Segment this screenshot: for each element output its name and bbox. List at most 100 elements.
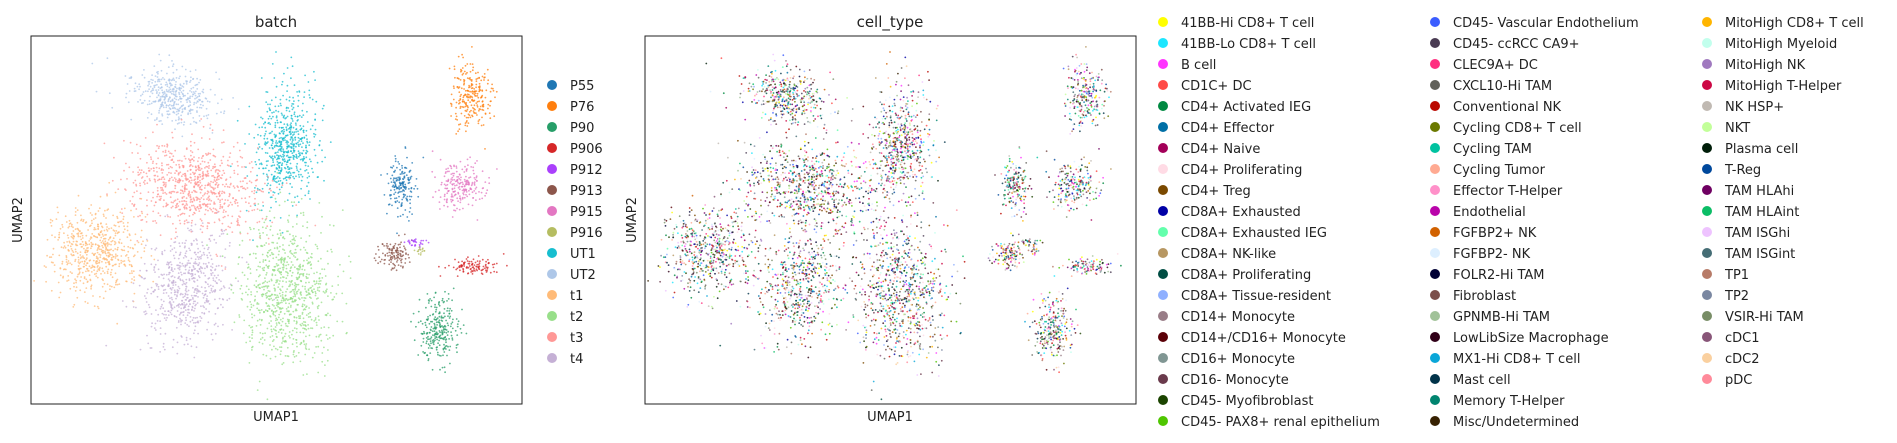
batch-point-2128 — [101, 260, 103, 263]
batch-point-3762 — [280, 350, 282, 353]
batch-point-3558 — [266, 234, 268, 236]
batch-point-2224 — [56, 206, 59, 209]
batch-point-3931 — [466, 125, 469, 127]
batch-point-4503 — [456, 176, 458, 178]
batch-point-1271 — [169, 177, 171, 180]
batch-point-2386 — [58, 231, 61, 234]
batch-point-2965 — [217, 274, 220, 277]
batch-point-15 — [151, 82, 154, 84]
batch-point-737 — [311, 167, 313, 170]
batch-point-2382 — [99, 195, 102, 198]
batch-point-1738 — [158, 198, 161, 201]
batch-point-3386 — [230, 288, 233, 291]
batch-point-2600 — [201, 241, 204, 244]
batch-point-4442 — [438, 201, 441, 204]
batch-point-2445 — [176, 310, 179, 312]
batch-point-1309 — [220, 177, 223, 180]
batch-point-2586 — [193, 268, 196, 271]
batch-point-4173 — [397, 161, 400, 163]
batch-point-4318 — [451, 172, 454, 175]
batch-point-4813 — [417, 354, 420, 356]
batch-point-4494 — [465, 168, 468, 171]
batch-point-4158 — [411, 162, 414, 164]
batch-point-1673 — [172, 201, 175, 204]
batch-point-3577 — [325, 283, 327, 286]
batch-point-4896 — [441, 325, 443, 327]
batch-point-4642 — [468, 265, 471, 267]
batch-point-335 — [186, 97, 189, 100]
batch-point-3080 — [259, 283, 261, 286]
batch-point-917 — [274, 170, 276, 173]
batch-point-3699 — [254, 295, 256, 298]
batch-point-3928 — [460, 87, 463, 90]
batch-point-3013 — [217, 325, 219, 328]
batch-point-3441 — [285, 302, 287, 305]
batch-point-3837 — [267, 267, 270, 269]
batch-point-208 — [203, 115, 205, 118]
batch-point-2964 — [180, 292, 182, 295]
batch-point-1409 — [213, 221, 216, 224]
batch-point-2884 — [220, 233, 223, 235]
batch-point-4549 — [385, 245, 388, 247]
batch-point-4437 — [457, 192, 460, 195]
batch-point-1779 — [201, 184, 203, 187]
batch-point-849 — [301, 158, 304, 160]
batch-point-1143 — [131, 203, 134, 205]
batch-point-1384 — [217, 172, 219, 175]
batch-point-3045 — [323, 346, 325, 349]
batch-point-3029 — [266, 254, 268, 257]
batch-point-4375 — [468, 183, 470, 186]
batch-point-1775 — [219, 194, 221, 197]
batch-point-431 — [289, 124, 292, 126]
batch-point-868 — [293, 149, 295, 152]
batch-point-1568 — [125, 189, 127, 192]
batch-point-766 — [294, 115, 297, 118]
batch-point-1173 — [212, 148, 215, 151]
batch-point-2690 — [196, 243, 199, 245]
batch-point-570 — [298, 140, 300, 142]
batch-point-4430 — [488, 176, 490, 179]
batch-point-4271 — [394, 201, 397, 204]
batch-point-4261 — [401, 172, 403, 175]
batch-point-922 — [289, 131, 292, 133]
batch-point-3277 — [243, 274, 246, 277]
batch-point-748 — [289, 129, 292, 131]
batch-point-3502 — [248, 362, 251, 364]
batch-point-2744 — [220, 228, 223, 231]
batch-point-1942 — [67, 237, 70, 239]
batch-point-2913 — [186, 297, 188, 299]
batch-point-39 — [148, 83, 151, 85]
batch-point-25 — [157, 86, 160, 89]
batch-point-1565 — [239, 216, 241, 219]
batch-point-392 — [174, 128, 176, 131]
batch-point-1347 — [140, 169, 143, 172]
batch-point-417 — [169, 91, 171, 93]
batch-point-1419 — [151, 162, 154, 165]
batch-point-1982 — [70, 225, 73, 228]
batch-point-4041 — [463, 83, 465, 86]
batch-point-3828 — [297, 267, 299, 270]
batch-point-101 — [151, 87, 154, 90]
batch-point-1569 — [202, 171, 204, 173]
batch-point-2334 — [86, 268, 89, 270]
batch-point-68 — [195, 97, 198, 99]
batch-point-951 — [276, 154, 278, 157]
batch-point-4674 — [485, 266, 488, 269]
batch-point-4267 — [406, 156, 408, 159]
batch-point-1049 — [191, 133, 193, 136]
batch-point-4395 — [452, 174, 455, 177]
batch-point-715 — [275, 144, 278, 147]
batch-point-4623 — [389, 254, 391, 257]
batch-point-1623 — [254, 197, 256, 200]
batch-point-2860 — [210, 333, 213, 336]
batch-point-1588 — [236, 141, 239, 144]
batch-point-1946 — [93, 269, 95, 271]
batch-point-4599 — [400, 241, 402, 244]
batch-point-1990 — [88, 240, 91, 242]
batch-point-1800 — [123, 169, 125, 172]
batch-point-34 — [161, 114, 164, 117]
batch-point-4666 — [444, 266, 447, 269]
batch-point-1553 — [238, 224, 241, 227]
batch-point-3748 — [274, 319, 277, 322]
batch-point-683 — [284, 117, 287, 120]
